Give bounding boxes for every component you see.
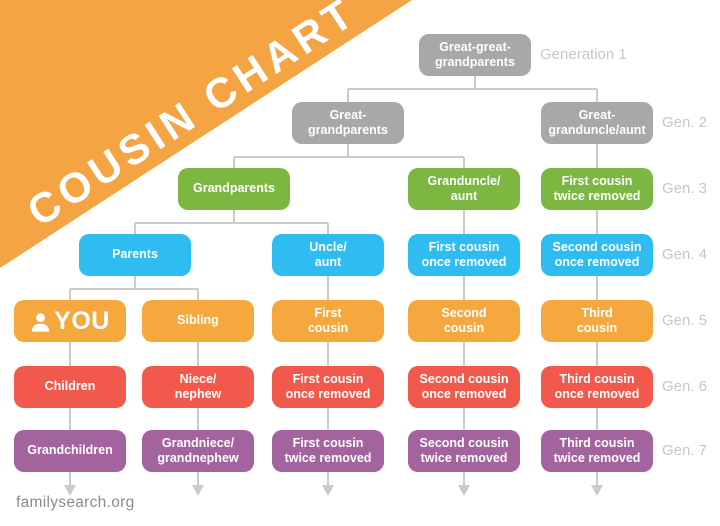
tree-node-label: Grandniece/grandnephew	[157, 435, 239, 465]
tree-node-third-cousin: Third cousin	[541, 300, 653, 342]
tree-node-label: Second cousin once removed	[552, 239, 642, 269]
tree-node-label: Children	[44, 379, 96, 394]
generation-label-7: Gen. 7	[662, 442, 708, 459]
tree-node-first-cousin: First cousin	[272, 300, 384, 342]
generation-label-1: Generation 1	[540, 46, 627, 63]
tree-node-first-cousin-twice-removed-gen3: First cousin twice removed	[541, 168, 653, 210]
tree-node-label: Parents	[112, 247, 158, 262]
tree-node-label: Third cousin	[576, 305, 618, 335]
tree-node-sibling: Sibling	[142, 300, 254, 342]
down-arrow	[192, 485, 204, 496]
tree-node-label: First cousin twice removed	[553, 173, 641, 203]
generation-label-5: Gen. 5	[662, 312, 708, 329]
footer-attribution: familysearch.org	[16, 494, 135, 511]
down-arrow	[64, 485, 76, 496]
tree-node-label: First cousin once removed	[421, 239, 507, 269]
tree-node-label: Second cousin	[441, 305, 487, 335]
tree-node-second-cousin: Second cousin	[408, 300, 520, 342]
tree-node-grandchildren: Grandchildren	[14, 430, 126, 472]
tree-node-second-cousin-twice-removed: Second cousin twice removed	[408, 430, 520, 472]
tree-node-parents: Parents	[79, 234, 191, 276]
tree-node-label: First cousin	[307, 305, 349, 335]
tree-node-label: First cousin twice removed	[284, 435, 372, 465]
down-arrow	[591, 485, 603, 496]
down-arrow	[458, 485, 470, 496]
tree-node-label: Third cousin twice removed	[553, 435, 641, 465]
tree-node-first-cousin-once-removed-gen6: First cousin once removed	[272, 366, 384, 408]
tree-node-you: YOU	[14, 300, 126, 342]
tree-node-label: Granduncle/aunt	[427, 173, 501, 203]
tree-node-great-great-grandparents: Great-great-grandparents	[419, 34, 531, 76]
tree-node-label: Grandparents	[193, 181, 275, 196]
tree-node-label: YOU	[54, 306, 110, 335]
down-arrow	[322, 485, 334, 496]
tree-node-label: Second cousin once removed	[419, 371, 509, 401]
tree-node-label: Niece/nephew	[174, 371, 222, 401]
tree-node-label: Great-grandparents	[308, 107, 388, 137]
generation-label-6: Gen. 6	[662, 378, 708, 395]
tree-node-children: Children	[14, 366, 126, 408]
tree-node-second-cousin-once-removed-gen6: Second cousin once removed	[408, 366, 520, 408]
tree-node-first-cousin-once-removed-gen4: First cousin once removed	[408, 234, 520, 276]
tree-node-great-grandparents: Great-grandparents	[292, 102, 404, 144]
tree-node-grandniece-grandnephew: Grandniece/grandnephew	[142, 430, 254, 472]
generation-label-3: Gen. 3	[662, 180, 708, 197]
tree-node-label: Third cousin once removed	[554, 371, 640, 401]
person-icon	[31, 313, 50, 332]
tree-node-label: Sibling	[177, 313, 219, 328]
generation-label-2: Gen. 2	[662, 114, 708, 131]
tree-node-label: Grandchildren	[27, 443, 113, 458]
tree-node-label: Great-granduncle/aunt	[548, 107, 646, 137]
tree-node-grandparents: Grandparents	[178, 168, 290, 210]
tree-node-third-cousin-twice-removed: Third cousin twice removed	[541, 430, 653, 472]
tree-node-niece-nephew: Niece/nephew	[142, 366, 254, 408]
tree-node-third-cousin-once-removed: Third cousin once removed	[541, 366, 653, 408]
generation-label-4: Gen. 4	[662, 246, 708, 263]
tree-node-label: Second cousin twice removed	[419, 435, 509, 465]
tree-node-second-cousin-once-removed-gen4: Second cousin once removed	[541, 234, 653, 276]
tree-node-great-granduncle-aunt: Great-granduncle/aunt	[541, 102, 653, 144]
tree-node-label: Great-great-grandparents	[435, 39, 515, 69]
tree-node-uncle-aunt: Uncle/aunt	[272, 234, 384, 276]
tree-node-label: Uncle/aunt	[309, 239, 347, 269]
tree-node-granduncle-aunt: Granduncle/aunt	[408, 168, 520, 210]
tree-node-first-cousin-twice-removed-gen7: First cousin twice removed	[272, 430, 384, 472]
tree-node-label: First cousin once removed	[285, 371, 371, 401]
